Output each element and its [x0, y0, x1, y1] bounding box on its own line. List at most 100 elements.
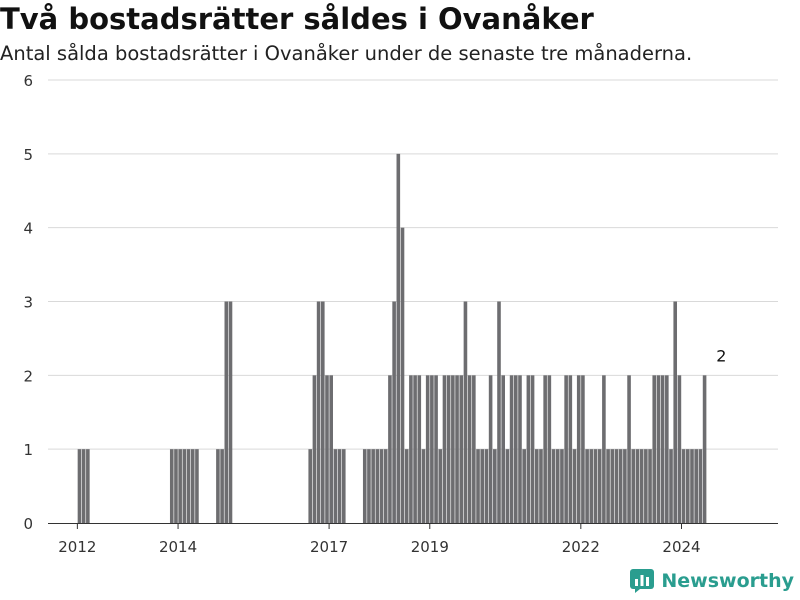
bar: [560, 449, 564, 523]
bar: [195, 449, 199, 523]
bar: [383, 449, 388, 523]
bar: [329, 375, 333, 523]
bar: [522, 449, 526, 523]
bar: [190, 449, 195, 523]
bar: [308, 449, 313, 523]
bar: [446, 375, 451, 523]
bar: [333, 449, 338, 523]
y-tick-label: 4: [23, 220, 33, 238]
bar: [534, 449, 539, 523]
newsworthy-logo-icon: [630, 569, 655, 593]
chart-title: Två bostadsrätter såldes i Ovanåker: [0, 2, 594, 36]
bar: [635, 449, 640, 523]
bar: [438, 449, 443, 523]
bar: [677, 375, 682, 523]
bar: [530, 375, 535, 523]
bar: [686, 449, 690, 523]
bar: [694, 449, 698, 523]
bar: [186, 449, 191, 523]
bar: [434, 375, 438, 523]
bar: [593, 449, 598, 523]
bar: [484, 449, 489, 523]
bar: [321, 301, 325, 523]
bar: [669, 449, 673, 523]
y-tick-label: 3: [23, 294, 33, 312]
bar: [581, 375, 585, 523]
bar: [224, 301, 229, 523]
bar: [400, 227, 405, 523]
bar: [463, 301, 468, 523]
bar: [455, 375, 459, 523]
bar: [337, 449, 342, 523]
brand-logo: Newsworthy: [629, 568, 794, 594]
bar: [220, 449, 224, 523]
bar: [228, 301, 233, 523]
bar: [656, 375, 661, 523]
bar: [182, 449, 187, 523]
bar: [564, 375, 568, 523]
bar: [316, 301, 321, 523]
bar: [681, 449, 686, 523]
bar: [702, 375, 707, 523]
bar: [589, 449, 594, 523]
bar: [505, 449, 510, 523]
y-tick-label: 5: [23, 146, 33, 164]
bar: [627, 375, 631, 523]
x-tick-label: 2012: [58, 538, 96, 556]
bar: [648, 449, 652, 523]
bar: [174, 449, 178, 523]
bar: [639, 449, 644, 523]
bar: [568, 375, 573, 523]
bar: [86, 449, 90, 523]
bar: [493, 449, 497, 523]
bar: [585, 449, 589, 523]
bar: [417, 375, 422, 523]
x-tick-label: 2022: [562, 538, 600, 556]
bar: [169, 449, 174, 523]
bar: [660, 375, 665, 523]
bar: [652, 375, 657, 523]
bar: [421, 449, 426, 523]
bar: [631, 449, 636, 523]
bar: [430, 375, 434, 523]
bar: [476, 449, 480, 523]
y-tick-label: 2: [23, 367, 33, 385]
x-tick-label: 2024: [662, 538, 700, 556]
bar: [371, 449, 375, 523]
bar: [367, 449, 371, 523]
bar: [425, 375, 430, 523]
bar: [539, 449, 543, 523]
bar: [388, 375, 392, 523]
bar: [526, 375, 531, 523]
bar: [379, 449, 384, 523]
x-tick-label: 2014: [159, 538, 197, 556]
bar: [77, 449, 82, 523]
bar: [614, 449, 619, 523]
bar: [551, 449, 556, 523]
y-tick-label: 0: [23, 515, 33, 533]
bar: [518, 375, 522, 523]
bar: [178, 449, 182, 523]
bar: [472, 375, 476, 523]
bar: [606, 449, 610, 523]
bar: [698, 449, 703, 523]
bar: [623, 449, 627, 523]
brand-name: Newsworthy: [661, 570, 794, 592]
bar: [673, 301, 678, 523]
bar: [690, 449, 694, 523]
bar: [576, 375, 581, 523]
bar: [665, 375, 669, 523]
bar: [325, 375, 329, 523]
bar: [602, 375, 606, 523]
highlight-value-label: 2: [716, 346, 726, 365]
bar: [451, 375, 455, 523]
bar: [459, 375, 464, 523]
bar: [644, 449, 648, 523]
bar: [341, 449, 346, 523]
bar: [597, 449, 602, 523]
bar: [409, 375, 413, 523]
bar: [543, 375, 547, 523]
bar: [572, 449, 577, 523]
bar: [404, 449, 409, 523]
